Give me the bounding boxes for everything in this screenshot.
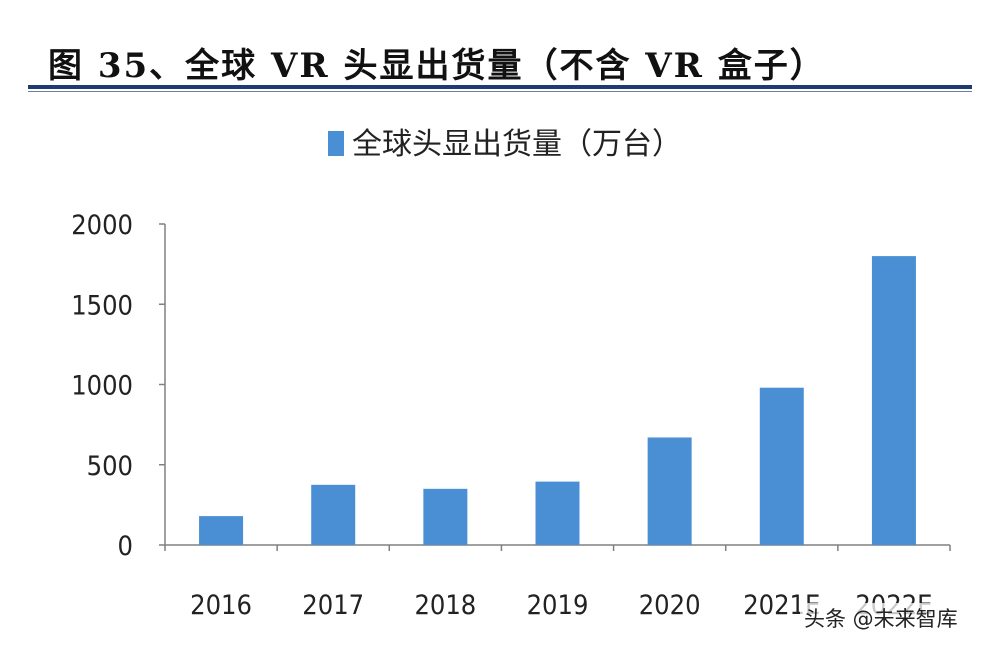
bar-2016	[199, 516, 244, 545]
watermark: 头条 @未来智库	[800, 603, 962, 633]
bar-2020	[647, 437, 692, 545]
x-tick-label: 2017	[302, 590, 364, 621]
y-tick-label: 500	[87, 451, 133, 482]
legend-label: 全球头显出货量（万台）	[352, 127, 682, 162]
x-tick-label: 2019	[527, 590, 589, 621]
x-tick-label: 2020	[639, 590, 701, 621]
legend: 全球头显出货量（万台）	[328, 127, 682, 162]
y-tick-label: 1500	[71, 290, 133, 321]
bar-2017	[311, 484, 356, 545]
y-tick-label: 0	[118, 531, 133, 562]
bar-2021E	[759, 387, 804, 545]
y-tick-label: 2000	[71, 210, 133, 241]
x-tick-label: 2016	[190, 590, 252, 621]
title-rule-thin	[28, 91, 972, 92]
figure-title: 图 35、全球 VR 头显出货量（不含 VR 盒子）	[48, 46, 826, 86]
bar-2019	[535, 481, 580, 545]
title-rule	[28, 85, 972, 89]
y-axis: 0 500 1000 1500 2000	[71, 210, 166, 562]
bars	[199, 256, 916, 545]
x-axis	[164, 544, 951, 551]
legend-swatch	[328, 131, 344, 156]
x-tick-label: 2018	[414, 590, 476, 621]
x-labels: 201620172018201920202021E2022E	[190, 590, 932, 621]
bar-2018	[423, 488, 468, 545]
y-tick-label: 1000	[71, 371, 133, 402]
bar-2022E	[871, 256, 916, 545]
